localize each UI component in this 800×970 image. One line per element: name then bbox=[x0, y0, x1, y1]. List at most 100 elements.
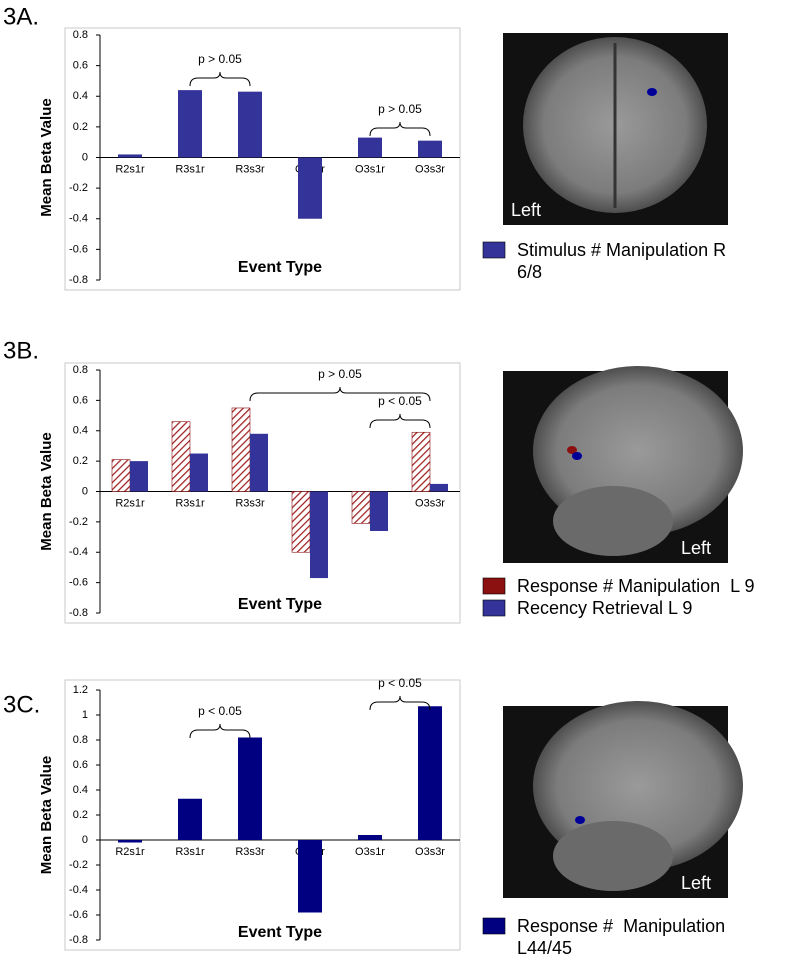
y-tick-label: 0.8 bbox=[73, 29, 88, 41]
significance-bracket bbox=[249, 386, 431, 402]
panel-label: 3C. bbox=[3, 691, 40, 718]
bar bbox=[418, 140, 442, 158]
significance-bracket bbox=[369, 121, 431, 137]
y-tick-label: 0.4 bbox=[73, 90, 88, 102]
legend-box: Response # Manipulation L44/45 bbox=[517, 916, 725, 958]
bar bbox=[358, 835, 382, 840]
x-tick-label: R3s3r bbox=[235, 846, 265, 858]
annotation: p < 0.05 bbox=[378, 676, 422, 690]
annotation: p < 0.05 bbox=[378, 394, 422, 408]
significance-bracket bbox=[189, 723, 251, 739]
y-tick-label: -0.2 bbox=[69, 182, 88, 194]
chart-frame bbox=[64, 679, 461, 951]
chart-panel: 3C. -0.8 -0.6 -0.4 -0.2 0 0.2 0.4 0.6 0.8 1 1.2 Mean… bbox=[3, 676, 743, 958]
y-tick-label: -0.2 bbox=[69, 516, 88, 528]
legend-label: Stimulus # Manipulation R 6/8 bbox=[517, 240, 727, 282]
x-tick-label: O3s3r bbox=[415, 497, 445, 509]
legend-swatch bbox=[482, 577, 506, 595]
x-tick-label: O3s3r bbox=[415, 846, 445, 858]
legend-box: Recency Retrieval L 9 bbox=[517, 598, 693, 618]
bar bbox=[298, 157, 322, 219]
bar bbox=[171, 421, 191, 492]
chart-panel: 3B. -0.8 -0.6 -0.4 -0.2 0 0.2 0.4 0.6 0.8 Mean Bet… bbox=[3, 337, 755, 624]
bar bbox=[238, 737, 262, 840]
y-tick-label: 0.4 bbox=[73, 425, 88, 437]
y-tick-label: -0.4 bbox=[69, 546, 88, 558]
bar bbox=[118, 154, 142, 158]
y-tick-label: 0.2 bbox=[73, 809, 88, 821]
bar bbox=[111, 459, 131, 492]
y-tick-label: 0.6 bbox=[73, 60, 88, 72]
chart-panel: 3A. -0.8 -0.6 -0.4 -0.2 0 0.2 0.4 0.6 0.8 Mean Bet… bbox=[3, 3, 728, 291]
y-tick-label: 0 bbox=[82, 834, 88, 846]
chart-frame bbox=[64, 362, 461, 624]
y-tick-label: 0.2 bbox=[73, 455, 88, 467]
y-tick-label: -0.6 bbox=[69, 243, 88, 255]
x-tick-label: R2s1r bbox=[115, 163, 145, 175]
image-label: Left bbox=[681, 873, 711, 893]
y-tick-label: -0.4 bbox=[69, 884, 88, 896]
significance-bracket bbox=[189, 71, 251, 87]
annotation: p > 0.05 bbox=[378, 102, 422, 116]
x-axis-label: Event Type bbox=[238, 924, 322, 941]
y-tick-label: 0.2 bbox=[73, 121, 88, 133]
activation-blob bbox=[572, 452, 582, 460]
bar bbox=[310, 491, 328, 579]
x-tick-label: R3s1r bbox=[175, 163, 205, 175]
y-tick-label: -0.2 bbox=[69, 859, 88, 871]
legend-box: Response # Manipulation L 9 bbox=[517, 576, 755, 596]
bar bbox=[178, 798, 202, 840]
legend-box: Stimulus # Manipulation R 6/8 bbox=[517, 240, 727, 282]
significance-bracket bbox=[369, 413, 431, 429]
x-tick-label: R2s1r bbox=[115, 497, 145, 509]
legend-label: Recency Retrieval L 9 bbox=[517, 598, 693, 618]
y-tick-label: -0.8 bbox=[69, 274, 88, 286]
x-tick-label: O3s1r bbox=[355, 163, 385, 175]
bar bbox=[231, 407, 251, 492]
y-tick-label: 0.8 bbox=[73, 364, 88, 376]
y-tick-label: -0.6 bbox=[69, 909, 88, 921]
x-tick-label: O3s3r bbox=[415, 163, 445, 175]
bar bbox=[178, 90, 202, 158]
bar bbox=[238, 91, 262, 158]
bar bbox=[118, 840, 142, 843]
legend-swatch bbox=[482, 599, 506, 617]
bar bbox=[298, 840, 322, 913]
y-tick-label: -0.4 bbox=[69, 213, 88, 225]
y-tick-label: 0.4 bbox=[73, 784, 88, 796]
y-tick-label: -0.8 bbox=[69, 607, 88, 619]
y-tick-label: 0 bbox=[82, 151, 88, 163]
y-tick-label: -0.8 bbox=[69, 934, 88, 946]
y-axis-label: Mean Beta Value bbox=[38, 756, 55, 874]
y-tick-label: 0.6 bbox=[73, 759, 88, 771]
y-axis-label: Mean Beta Value bbox=[38, 98, 55, 216]
legend-swatch bbox=[482, 241, 506, 259]
image-label: Left bbox=[681, 538, 711, 558]
y-axis-label: Mean Beta Value bbox=[38, 432, 55, 550]
legend-label: Response # Manipulation L 9 bbox=[517, 576, 755, 596]
image-label: Left bbox=[511, 200, 541, 220]
x-axis-label: Event Type bbox=[238, 259, 322, 276]
y-tick-label: 0 bbox=[82, 485, 88, 497]
bar bbox=[351, 491, 371, 524]
annotation: p > 0.05 bbox=[198, 52, 242, 66]
activation-blob bbox=[567, 446, 577, 454]
brain-lower bbox=[553, 821, 673, 891]
y-tick-label: 0.8 bbox=[73, 734, 88, 746]
y-tick-label: -0.6 bbox=[69, 577, 88, 589]
bar bbox=[190, 453, 208, 492]
x-tick-label: R3s3r bbox=[235, 497, 265, 509]
bar bbox=[411, 431, 431, 492]
bar bbox=[430, 483, 448, 492]
x-tick-label: R3s1r bbox=[175, 497, 205, 509]
panel-label: 3A. bbox=[3, 3, 39, 30]
brain-lower bbox=[553, 486, 673, 556]
activation-blob bbox=[575, 816, 585, 824]
chart-frame bbox=[64, 27, 461, 291]
annotation: p > 0.05 bbox=[318, 367, 362, 381]
y-tick-label: 0.6 bbox=[73, 394, 88, 406]
y-tick-label: 1 bbox=[82, 709, 88, 721]
annotation: p < 0.05 bbox=[198, 704, 242, 718]
bar bbox=[250, 433, 268, 492]
